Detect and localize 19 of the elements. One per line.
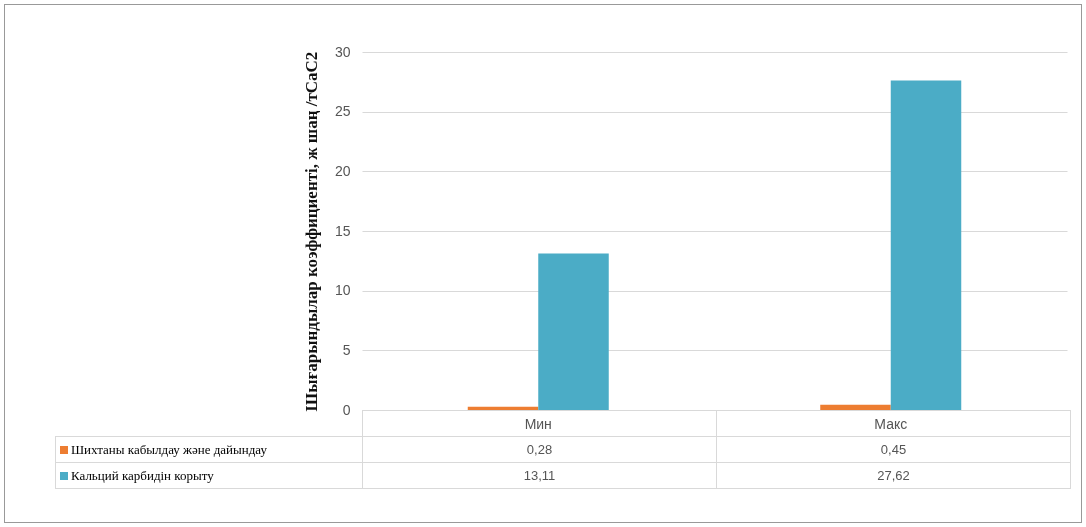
y-tick-label: 5 — [342, 341, 351, 358]
legend-label: Кальций карбидін корыту — [55, 462, 363, 489]
data-label: 0,28 — [362, 436, 717, 463]
bar — [820, 404, 891, 410]
y-tick-label: 0 — [342, 401, 351, 418]
data-label: 27,62 — [716, 462, 1071, 489]
y-tick-label: 25 — [334, 103, 351, 120]
y-axis-title: Шығарындылар коэффициенті, ж шаң /тCaC2 — [301, 51, 321, 412]
x-tick-label: Мин — [524, 415, 552, 432]
x-tick-label: Макс — [874, 415, 908, 432]
bar — [890, 80, 962, 410]
data-label: 0,45 — [716, 436, 1071, 463]
y-tick-label: 15 — [334, 222, 351, 239]
legend-label: Шихтаны кабылдау және дайындау — [55, 436, 363, 463]
bar — [538, 253, 609, 410]
y-tick-label: 20 — [334, 162, 351, 179]
y-tick-label: 10 — [334, 282, 351, 299]
data-label: 13,11 — [362, 462, 717, 489]
y-tick-label: 30 — [334, 43, 351, 60]
